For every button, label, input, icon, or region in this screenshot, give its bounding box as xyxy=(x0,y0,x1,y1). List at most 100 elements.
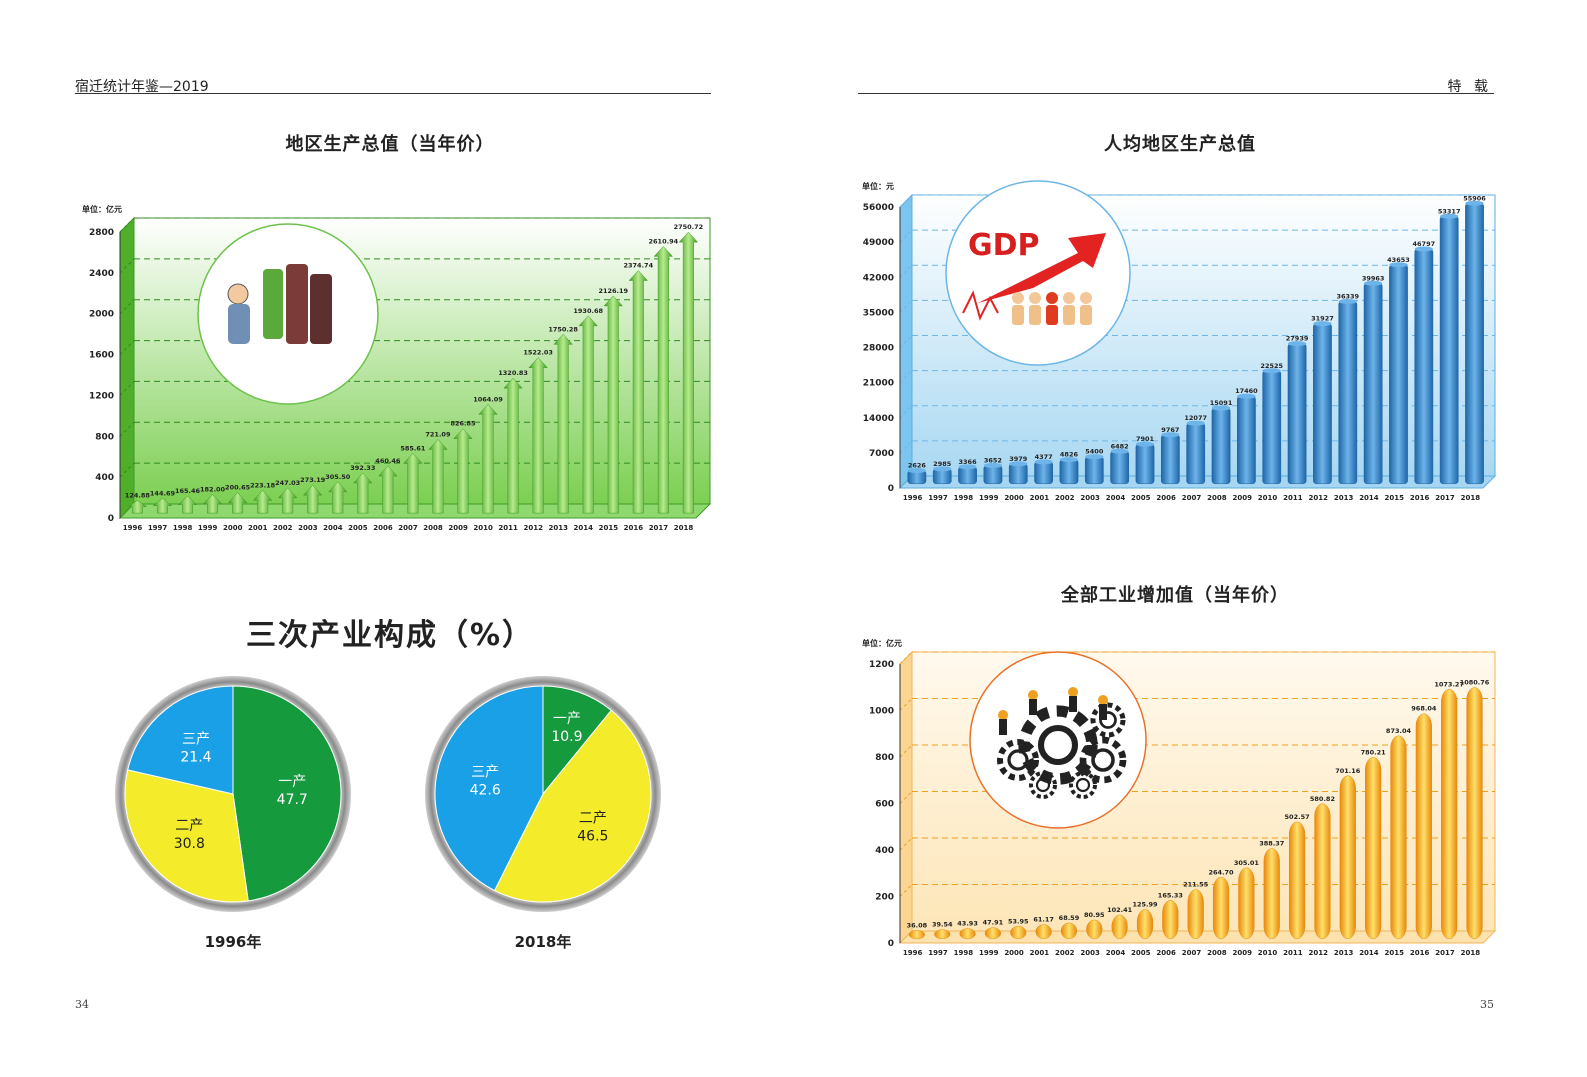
slice-value: 10.9 xyxy=(551,729,582,745)
x-tick-label: 1997 xyxy=(928,949,948,957)
person-body xyxy=(1012,305,1024,325)
data-label: 2610.94 xyxy=(649,237,679,245)
data-label: 1750.28 xyxy=(548,325,578,333)
y-tick-label: 0 xyxy=(108,514,114,524)
x-tick-label: 2007 xyxy=(1182,949,1202,957)
gear-icon xyxy=(1069,771,1097,799)
x-tick-label: 2013 xyxy=(1334,949,1354,957)
data-label: 701.16 xyxy=(1335,767,1361,775)
data-label: 39.54 xyxy=(932,921,953,929)
bar-top xyxy=(907,468,926,474)
right-page-number: 35 xyxy=(1480,998,1494,1011)
data-label: 55906 xyxy=(1463,194,1486,202)
x-tick-label: 2012 xyxy=(1308,494,1328,502)
slice-value: 46.5 xyxy=(577,828,608,844)
bar xyxy=(327,481,348,514)
percap-chart-title: 人均地区生产总值 xyxy=(1104,134,1256,155)
zigzag-line xyxy=(962,290,999,321)
slice-name: 三产 xyxy=(471,764,499,780)
x-tick-label: 1999 xyxy=(979,949,999,957)
person-body xyxy=(1046,305,1058,325)
bar xyxy=(277,487,298,514)
y-tick-label: 42000 xyxy=(863,273,894,283)
person-head xyxy=(1012,292,1024,304)
person-head xyxy=(1063,292,1075,304)
data-label: 53317 xyxy=(1438,207,1461,215)
bar xyxy=(959,928,976,940)
gridline-side xyxy=(899,229,913,243)
bar xyxy=(453,428,473,514)
bar xyxy=(152,498,173,514)
x-tick-label: 2018 xyxy=(1461,949,1481,957)
x-tick-label: 2005 xyxy=(1131,949,1151,957)
x-tick-label: 1996 xyxy=(903,949,923,957)
bar xyxy=(1415,713,1432,940)
data-label: 124.88 xyxy=(125,491,151,499)
data-label: 80.95 xyxy=(1084,911,1105,919)
bar xyxy=(1338,301,1358,485)
y-tick-label: 1200 xyxy=(89,391,114,401)
x-tick-label: 2001 xyxy=(1030,494,1050,502)
bar xyxy=(1211,407,1231,485)
data-label: 61.17 xyxy=(1033,916,1054,924)
bar xyxy=(478,404,498,514)
data-label: 305.50 xyxy=(325,473,351,481)
x-tick-label: 2000 xyxy=(223,524,243,532)
bar xyxy=(1238,867,1255,940)
data-label: 53.95 xyxy=(1008,917,1029,925)
data-label: 144.69 xyxy=(150,489,176,497)
data-label: 3366 xyxy=(959,458,978,466)
worker-body xyxy=(1099,704,1107,720)
data-label: 1320.83 xyxy=(498,369,528,377)
worker-body xyxy=(1069,696,1077,712)
bar xyxy=(1389,264,1408,485)
bar xyxy=(578,315,598,514)
data-label: 7901 xyxy=(1136,435,1155,443)
data-label: 2126.19 xyxy=(598,287,628,295)
unit-label: 单位：亿元 xyxy=(82,204,122,214)
bar xyxy=(1135,443,1155,485)
data-label: 2985 xyxy=(933,460,952,468)
bar xyxy=(1084,456,1104,485)
x-tick-label: 2004 xyxy=(1106,494,1126,502)
bar xyxy=(1136,909,1154,940)
bar xyxy=(983,465,1003,485)
y-tick-label: 0 xyxy=(888,484,894,494)
pie-slice xyxy=(493,709,652,903)
data-label: 39963 xyxy=(1362,274,1385,282)
structure-pie-charts: 一产 47.7 二产 30.8 三产 21.4 1996年 一产 10.9 二产 46.5 三产 42.… xyxy=(115,676,661,950)
gdp-illustration xyxy=(197,223,379,405)
x-tick-label: 2007 xyxy=(1182,494,1202,502)
data-label: 1522.03 xyxy=(523,349,553,357)
y-tick-label: 600 xyxy=(875,800,894,810)
x-tick-label: 1999 xyxy=(979,494,999,502)
y-tick-label: 21000 xyxy=(863,379,894,389)
y-tick-label: 400 xyxy=(95,473,114,483)
bar xyxy=(1060,922,1078,940)
x-tick-label: 2009 xyxy=(1232,949,1252,957)
gdp-logo-text: GDP xyxy=(968,228,1040,263)
y-tick-label: 14000 xyxy=(863,414,894,424)
y-tick-label: 28000 xyxy=(863,344,894,354)
x-tick-label: 1999 xyxy=(198,524,218,532)
data-label: 2374.74 xyxy=(623,262,653,270)
bar xyxy=(1010,926,1027,940)
x-tick-label: 2018 xyxy=(1461,494,1481,502)
x-tick-label: 2016 xyxy=(624,524,644,532)
data-label: 392.33 xyxy=(350,464,375,472)
bar xyxy=(1288,821,1306,940)
gridline-side xyxy=(899,264,913,278)
x-tick-label: 2017 xyxy=(1435,494,1455,502)
bar-top xyxy=(1186,420,1205,426)
data-label: 4826 xyxy=(1060,451,1079,459)
gridline-side xyxy=(899,335,913,348)
gear-hub xyxy=(1035,777,1051,793)
bar xyxy=(678,231,699,514)
gridline-side xyxy=(899,698,913,711)
x-tick-label: 2012 xyxy=(523,524,543,532)
data-label: 36.08 xyxy=(907,921,928,929)
bar xyxy=(1110,451,1130,485)
x-tick-label: 1998 xyxy=(954,949,974,957)
x-tick-label: 2012 xyxy=(1308,949,1328,957)
letter-g-shape xyxy=(263,269,283,339)
